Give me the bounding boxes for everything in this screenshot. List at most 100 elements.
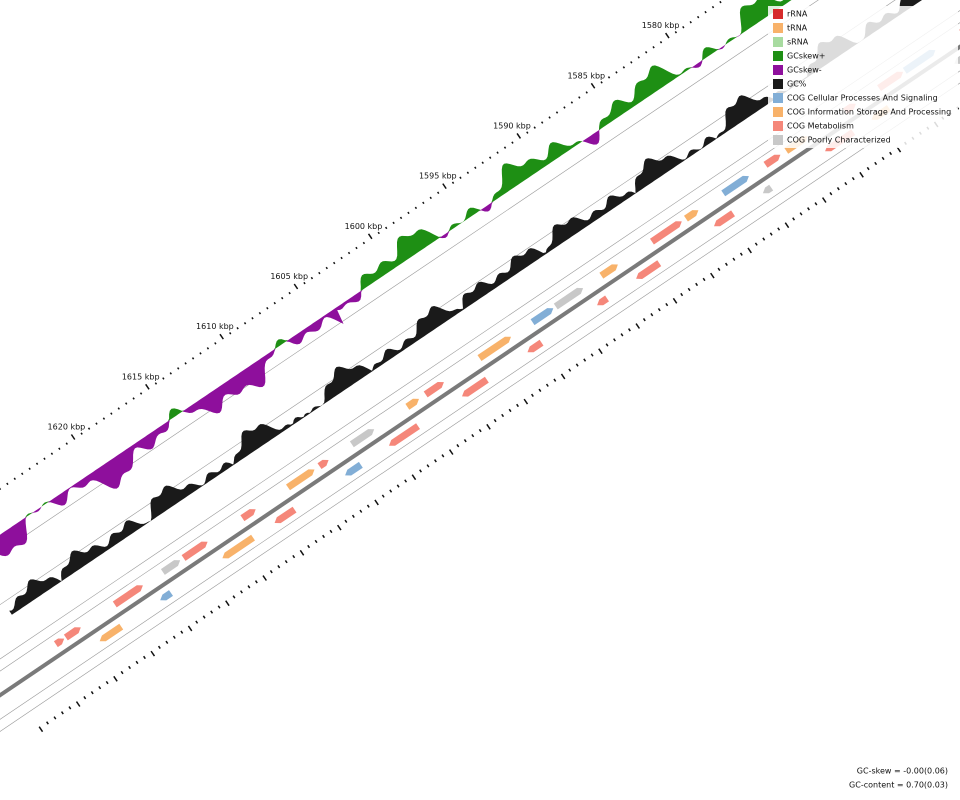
scale-tick [214,342,217,345]
scale-tick [429,196,432,200]
scale-tick [125,402,128,405]
scale-tick [177,367,180,370]
scale-tick [333,261,336,265]
outer-tick [351,514,355,518]
scale-tick [355,246,358,250]
scale-tick [511,141,514,144]
outer-tick [329,529,333,534]
scale-tick [590,82,596,89]
scale-tick [622,66,626,69]
scale-tick [414,206,418,210]
outer-tick [762,237,766,241]
gene [112,585,143,608]
outer-tick [807,207,810,211]
scale-tick [474,166,477,169]
outer-tick [322,534,325,539]
gene [762,184,774,194]
outer-tick [530,393,534,397]
outer-tick [471,433,475,438]
scale-tick [288,291,291,295]
outer-tick [680,292,684,297]
outer-tick [553,378,557,382]
scale-tick [682,25,685,29]
outer-tick [665,302,669,307]
scale-tick [481,161,484,164]
scale-tick [219,333,224,340]
scale-tick [80,432,83,435]
scale-tick [162,377,165,380]
outer-tick [426,464,430,468]
outer-tick [695,282,699,287]
scale-tick [87,427,91,430]
legend-label: GCskew- [787,66,822,75]
outer-tick [605,343,609,347]
outer-tick [501,413,505,418]
legend-swatch [773,23,783,33]
gene [345,461,363,476]
gene [527,339,544,353]
outer-tick [254,580,258,584]
outer-tick [889,151,893,156]
outer-tick [68,706,72,710]
outer-tick [657,307,661,312]
scale-tick [442,183,447,190]
scale-tick [615,71,618,74]
outer-tick [433,459,437,463]
outer-tick [448,449,454,455]
outer-tick [717,267,721,271]
outer-tick [389,489,393,493]
legend-swatch [773,51,783,61]
outer-tick [128,665,132,670]
legend-label: COG Information Storage And Processing [787,108,951,117]
gene [160,560,181,575]
outer-tick [739,252,743,256]
legend-swatch [773,9,783,19]
outer-tick [411,474,417,481]
scale-tick [145,383,150,390]
legend: rRNA tRNA sRNA GCskew+ GCskew- GC% COG Cellula… [768,6,958,148]
gene [240,509,256,522]
outer-tick [262,575,267,581]
outer-tick [568,368,572,372]
outer-tick [598,348,603,355]
gene [599,264,618,279]
legend-swatch [773,135,783,145]
gene [349,429,375,448]
scale-tick [65,442,68,445]
gene [650,221,682,245]
scale-tick [281,296,284,300]
outer-tick [851,176,855,181]
outer-tick [844,181,848,186]
scale-tick [466,171,470,174]
scale-tick [318,271,321,275]
outer-tick [747,247,752,254]
scale-tick [132,397,135,400]
scale-tick [488,156,492,159]
guide-line [0,0,896,606]
outer-tick [210,610,214,614]
scale-label: 1615 kbp [122,372,160,381]
outer-tick [113,675,118,682]
outer-tick [180,630,184,634]
outer-tick [336,524,342,531]
scale-tick [392,221,395,225]
scale-tick [243,322,247,325]
scale-tick [28,467,31,471]
outer-tick [702,277,706,282]
gene [274,506,297,524]
legend-swatch [773,79,783,89]
outer-tick [165,640,169,644]
gc-skew-positive [0,0,792,535]
scale-tick [21,472,24,476]
outer-tick [710,272,715,279]
scale-tick [548,116,551,119]
outer-tick [240,590,243,594]
scale-tick [325,266,328,270]
scale-tick [293,283,299,290]
scale-label: 1585 kbp [567,71,605,80]
outer-tick [419,469,422,473]
legend-label: GCskew+ [787,52,825,61]
scale-label: 1600 kbp [345,222,383,231]
